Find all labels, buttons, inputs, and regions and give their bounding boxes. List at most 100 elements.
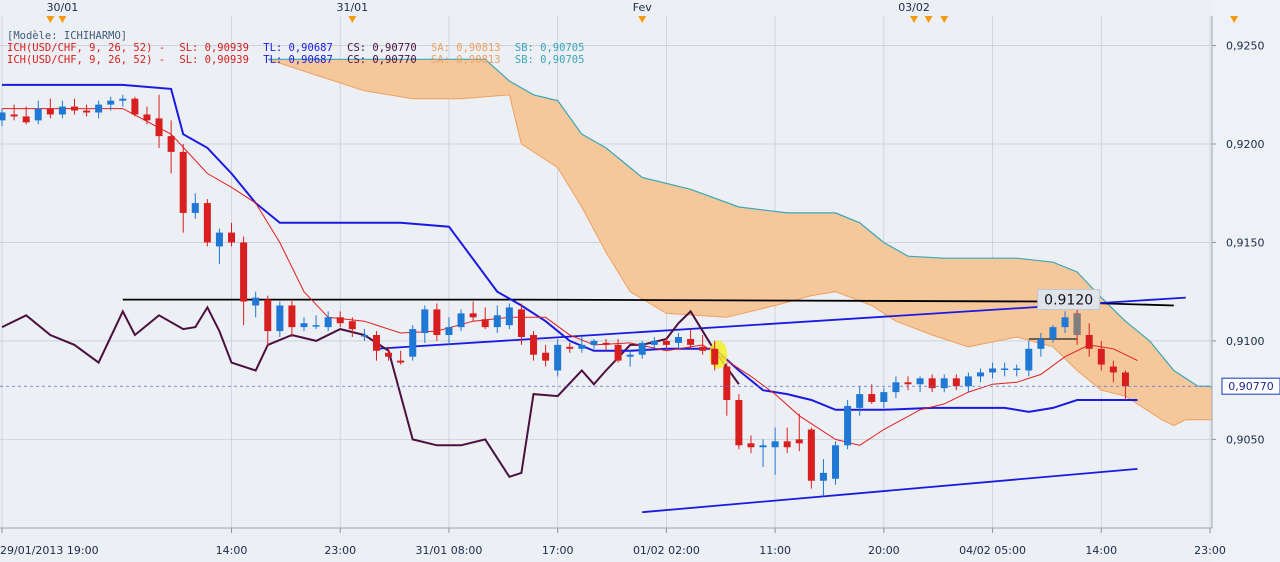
candle-body <box>662 340 670 345</box>
candle-body <box>22 116 30 123</box>
candle-body <box>167 136 175 152</box>
candle-body <box>807 429 815 481</box>
candle-body <box>578 344 586 349</box>
candle-body <box>252 297 260 306</box>
candle-body <box>1025 348 1033 371</box>
candle <box>783 427 791 454</box>
event-marker-arrow <box>940 16 949 23</box>
candle <box>228 222 236 247</box>
candle <box>1025 340 1033 377</box>
candle <box>409 325 417 361</box>
candle <box>759 439 767 467</box>
candle-body <box>844 405 852 446</box>
candle-body <box>34 108 42 121</box>
candle-body <box>964 376 972 387</box>
candle <box>1001 362 1009 377</box>
candle-body <box>771 441 779 448</box>
candle-body <box>203 203 211 243</box>
senkou-span-a <box>267 58 1247 427</box>
candle <box>892 376 900 399</box>
candle <box>240 236 248 326</box>
legend-row-2-prefix: ICH(USD/CHF, 9, 26, 52) - <box>7 54 165 66</box>
candle <box>505 303 513 330</box>
candle-body <box>240 242 248 302</box>
price-annotation-box <box>1037 289 1101 311</box>
model-label: [Modèle: ICHIHARMO] <box>7 30 127 42</box>
candle-body <box>119 98 127 101</box>
candle <box>1049 325 1057 343</box>
candle-body <box>288 305 296 328</box>
candle <box>530 331 538 361</box>
candle-body <box>759 445 767 448</box>
candle <box>928 374 936 393</box>
candle-body <box>385 352 393 357</box>
candle <box>674 333 682 349</box>
annotations: 0.9120 <box>0 289 1212 387</box>
resistance-line <box>122 298 1174 307</box>
candle-body <box>324 317 332 328</box>
x-tick-label: 01/02 02:00 <box>633 544 700 557</box>
candle-body <box>783 441 791 448</box>
candle-body <box>360 335 368 337</box>
candle <box>723 362 731 416</box>
candle-body <box>372 335 380 351</box>
candle <box>288 299 296 337</box>
date-marker-label: Fev <box>633 1 652 14</box>
candle <box>771 427 779 475</box>
x-tick-label: 04/02 05:00 <box>959 544 1026 557</box>
candle-body <box>590 340 598 345</box>
candle-body <box>928 378 936 389</box>
date-marker-arrow <box>910 16 919 23</box>
candle-body <box>58 106 66 115</box>
candle <box>312 315 320 330</box>
candle <box>493 305 501 334</box>
candle-body <box>1109 366 1117 373</box>
x-tick-label: 20:00 <box>868 544 900 557</box>
candle <box>940 374 948 393</box>
legend-row-2-sb: SB: 0,90705 <box>515 54 585 66</box>
senkou-span-b <box>267 58 1247 395</box>
candle-body <box>1037 338 1045 349</box>
candle <box>1121 370 1129 400</box>
candle <box>83 104 91 117</box>
y-tick-label: 0,9050 <box>1226 433 1265 446</box>
legend: [Modèle: ICHIHARMO] ICH(USD/CHF, 9, 26, … <box>7 30 584 66</box>
candle-body <box>1061 317 1069 328</box>
candle-body <box>493 315 501 328</box>
candle <box>662 336 670 349</box>
candle <box>517 303 525 345</box>
x-tick-label: 29/01/2013 19:00 <box>0 544 99 557</box>
candle-highlight <box>1073 313 1081 336</box>
candle-body <box>723 366 731 400</box>
candle-body <box>687 338 695 345</box>
candle <box>445 317 453 345</box>
date-marker-bar: 30/01 31/01 Fev 03/02 <box>46 1 1239 23</box>
cloud-area <box>267 59 1247 426</box>
candle <box>1013 364 1021 377</box>
candle-body <box>336 317 344 324</box>
candle-body <box>155 118 163 137</box>
candle <box>300 317 308 332</box>
x-tick-label: 31/01 08:00 <box>416 544 483 557</box>
candle-body <box>1049 327 1057 339</box>
legend-row-2-sl: SL: 0,90939 <box>179 54 249 66</box>
candle <box>904 376 912 391</box>
y-tick-label: 0,9150 <box>1226 236 1265 249</box>
date-marker-arrow <box>348 16 357 23</box>
candle <box>590 338 598 349</box>
candle <box>143 106 151 125</box>
candle <box>735 394 743 450</box>
legend-row-1-cs: CS: 0,90770 <box>347 42 417 54</box>
candle-body <box>530 335 538 355</box>
candle <box>832 441 840 485</box>
x-tick-label: 14:00 <box>216 544 248 557</box>
lower-trendline <box>642 468 1138 514</box>
legend-row-1-sa: SA: 0,90813 <box>431 42 501 54</box>
candle-body <box>143 114 151 121</box>
candle <box>252 291 260 318</box>
candle-body <box>191 203 199 213</box>
time-axis: 29/01/2013 19:00 14:00 23:00 31/01 08:00 17:… <box>0 527 1226 557</box>
candle-body <box>481 319 489 328</box>
candle <box>819 459 827 497</box>
